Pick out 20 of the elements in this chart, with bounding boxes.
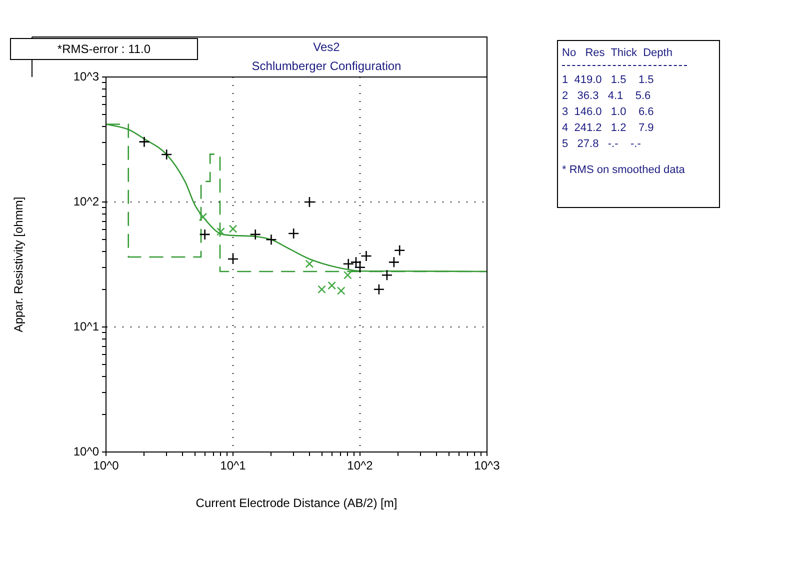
x-tick-label: 10^0: [93, 458, 120, 473]
y-tick-label: 10^3: [73, 69, 100, 84]
y-axis-title: Appar. Resistivity [ohmm]: [12, 196, 26, 332]
text: 4 241.2 1.2 7.9: [562, 121, 655, 136]
chart-title: Ves2: [313, 40, 340, 54]
text: 1 419.0 1.5 1.5: [562, 73, 655, 88]
x-tick-label: 10^3: [474, 458, 500, 473]
text: *RMS-error : 11.0: [10, 38, 198, 60]
x-axis-title: Current Electrode Distance (AB/2) [m]: [196, 496, 398, 510]
y-tick-label: 10^1: [73, 319, 100, 334]
y-tick-label: 10^0: [73, 444, 100, 458]
text: No Res Thick Depth: [562, 46, 674, 61]
text: * RMS on smoothed data: [562, 163, 686, 178]
chart-subtitle: Schlumberger Configuration: [252, 59, 402, 73]
y-tick-label: 10^2: [73, 194, 100, 208]
x-tick-label: 10^1: [220, 458, 246, 473]
text: 5 27.8 -.- -.-: [562, 137, 642, 152]
x-tick-label: 10^2: [347, 458, 374, 473]
text: 2 36.3 4.1 5.6: [562, 89, 652, 104]
text: 3 146.0 1.0 6.6: [562, 105, 655, 120]
